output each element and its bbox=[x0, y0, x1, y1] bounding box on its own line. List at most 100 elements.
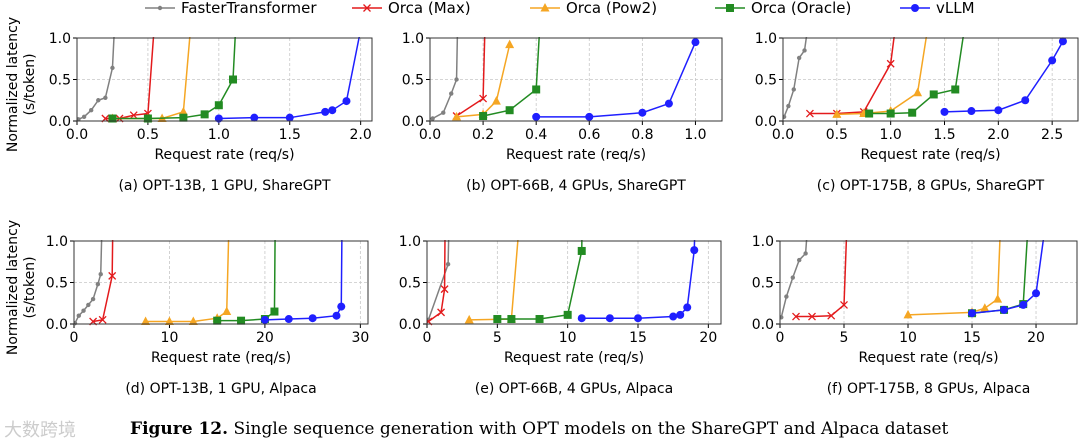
y-axis-label: (s/token) bbox=[22, 256, 38, 318]
data-point bbox=[507, 315, 516, 324]
data-point bbox=[77, 117, 81, 122]
legend: FasterTransformer Orca (Max) Orca (Pow2) Or… bbox=[145, 0, 975, 17]
series-line bbox=[944, 40, 1064, 113]
data-point bbox=[308, 314, 317, 323]
y-tick-label: 1.0 bbox=[399, 234, 421, 250]
legend-entry: Orca (Oracle) bbox=[715, 0, 851, 17]
x-axis-label: Request rate (req/s) bbox=[504, 350, 644, 366]
data-point bbox=[164, 316, 174, 326]
data-point bbox=[886, 109, 895, 118]
series-line bbox=[469, 240, 519, 321]
series-line bbox=[497, 240, 583, 320]
data-point bbox=[865, 109, 874, 118]
legend-entry: Orca (Pow2) bbox=[530, 0, 657, 17]
data-point bbox=[479, 112, 488, 121]
x-tick-label: 10 bbox=[899, 330, 917, 346]
data-point bbox=[664, 99, 673, 108]
data-point bbox=[284, 315, 293, 324]
subplot-caption: (b) OPT-66B, 4 GPUs, ShareGPT bbox=[466, 178, 686, 194]
subplot: 0 5 10 15 20 0.0 0.5 1.0 Request rate (req/s) (e)… bbox=[399, 234, 722, 397]
x-axis-label: Request rate (req/s) bbox=[860, 147, 1000, 163]
data-point bbox=[634, 314, 643, 323]
data-point bbox=[605, 314, 614, 323]
legend-entry: vLLM bbox=[900, 0, 975, 17]
data-point bbox=[129, 111, 138, 120]
data-point bbox=[563, 310, 572, 319]
series-line bbox=[581, 240, 696, 319]
data-point bbox=[505, 106, 514, 115]
data-point bbox=[951, 85, 960, 94]
series-line bbox=[92, 240, 114, 323]
series-group bbox=[780, 240, 1045, 321]
x-tick-label: 1.0 bbox=[880, 127, 902, 143]
data-point bbox=[577, 246, 586, 255]
x-tick-label: 0.8 bbox=[631, 127, 653, 143]
data-point bbox=[505, 39, 515, 49]
data-point bbox=[445, 262, 451, 267]
data-point bbox=[81, 114, 87, 120]
y-tick-label: 0.5 bbox=[399, 276, 421, 292]
y-tick-label: 0.5 bbox=[49, 73, 71, 89]
subplot-caption: (f) OPT-175B, 8 GPUs, Alpaca bbox=[827, 381, 1031, 397]
data-point bbox=[886, 59, 895, 68]
x-tick-label: 0.0 bbox=[772, 127, 794, 143]
data-point bbox=[98, 315, 107, 324]
y-tick-label: 0.5 bbox=[402, 73, 424, 89]
data-point bbox=[74, 320, 78, 326]
data-point bbox=[493, 315, 502, 324]
legend-label: Orca (Oracle) bbox=[751, 0, 851, 17]
x-axis-label: Request rate (req/s) bbox=[151, 350, 291, 366]
data-point bbox=[213, 316, 222, 325]
data-point bbox=[110, 65, 115, 71]
data-point bbox=[449, 91, 454, 96]
x-tick-label: 0 bbox=[70, 330, 79, 346]
legend-label: Orca (Max) bbox=[388, 0, 471, 17]
x-axis-label: Request rate (req/s) bbox=[506, 147, 646, 163]
x-tick-label: 1.5 bbox=[933, 127, 955, 143]
y-tick-label: 0.5 bbox=[755, 73, 777, 89]
data-point bbox=[940, 107, 949, 116]
x-tick-label: 0 bbox=[776, 330, 785, 346]
series-line bbox=[456, 37, 486, 117]
subplot-caption: (e) OPT-66B, 4 GPUs, Alpaca bbox=[475, 381, 673, 397]
data-point bbox=[454, 77, 459, 82]
data-point bbox=[808, 312, 816, 321]
series-group bbox=[74, 240, 346, 326]
data-point bbox=[332, 311, 341, 320]
data-point bbox=[464, 314, 474, 324]
x-tick-label: 15 bbox=[629, 330, 647, 346]
y-tick-label: 1.0 bbox=[402, 31, 424, 47]
y-tick-label: 0.0 bbox=[402, 114, 424, 130]
data-point bbox=[108, 114, 117, 123]
data-point bbox=[1058, 37, 1067, 46]
data-point bbox=[967, 107, 976, 116]
data-point bbox=[585, 112, 594, 121]
data-point bbox=[479, 94, 488, 103]
data-point bbox=[200, 110, 209, 119]
legend-label: FasterTransformer bbox=[181, 0, 317, 17]
series-line bbox=[145, 240, 230, 323]
data-point bbox=[1000, 305, 1009, 314]
data-point bbox=[669, 312, 678, 321]
subplot-caption: (d) OPT-13B, 1 GPU, Alpaca bbox=[125, 381, 316, 397]
x-tick-label: 0.5 bbox=[137, 127, 159, 143]
subplots: 0.0 0.5 1.0 1.5 2.0 0.0 0.5 1.0 Request rate (re… bbox=[5, 17, 1079, 397]
x-tick-label: 0.4 bbox=[525, 127, 547, 143]
data-point bbox=[86, 302, 91, 308]
y-tick-label: 0.5 bbox=[752, 276, 774, 292]
x-tick-label: 10 bbox=[559, 330, 577, 346]
x-tick-label: 2.0 bbox=[350, 127, 372, 143]
data-point bbox=[968, 309, 977, 318]
data-point bbox=[690, 246, 699, 255]
x-tick-label: 10 bbox=[161, 330, 179, 346]
legend-label: vLLM bbox=[936, 0, 975, 17]
legend-entry: FasterTransformer bbox=[145, 0, 317, 17]
x-tick-label: 2.0 bbox=[987, 127, 1009, 143]
data-point bbox=[76, 313, 81, 318]
y-tick-label: 0.0 bbox=[755, 114, 777, 130]
data-point bbox=[1048, 56, 1057, 65]
data-point bbox=[90, 296, 96, 302]
data-point bbox=[532, 85, 541, 94]
data-point bbox=[840, 300, 848, 309]
series-line bbox=[427, 240, 450, 321]
